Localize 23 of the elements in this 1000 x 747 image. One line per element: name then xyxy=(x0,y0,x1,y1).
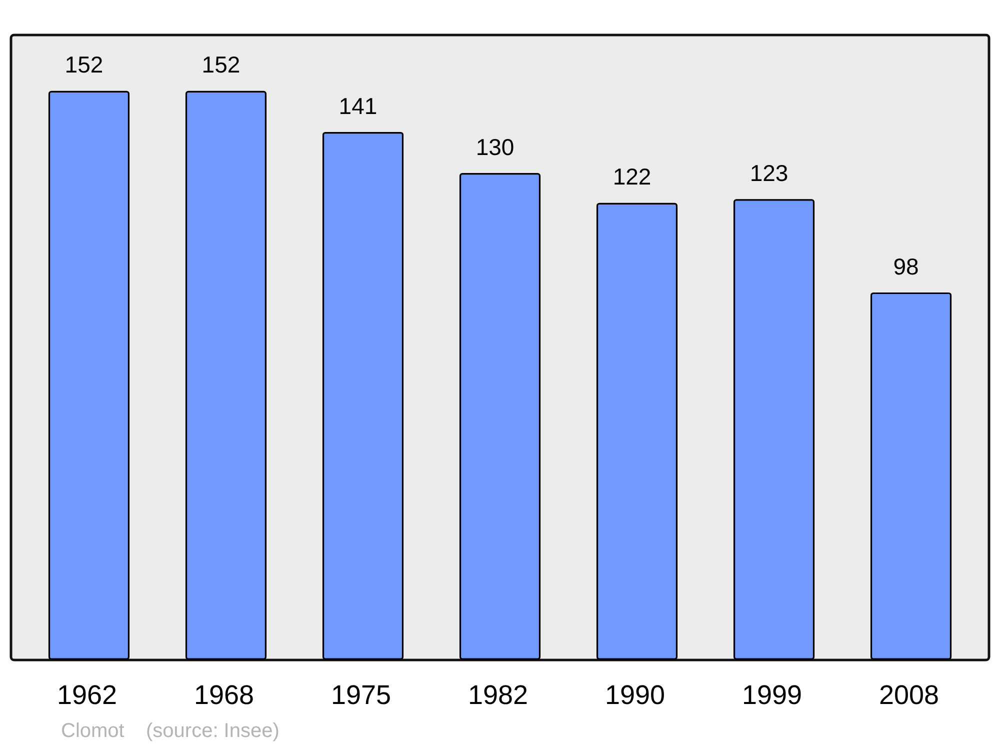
x-tick-label: 1990 xyxy=(604,680,666,710)
bar xyxy=(596,202,678,660)
bar xyxy=(322,132,404,660)
x-tick-label: 1968 xyxy=(194,680,254,710)
x-tick-label: 1962 xyxy=(56,680,118,710)
data-label: 98 xyxy=(893,253,919,280)
text: (source: Insee) xyxy=(146,720,280,742)
data-label: 152 xyxy=(202,52,240,78)
data-label: 123 xyxy=(750,160,788,186)
x-tick-label: 1975 xyxy=(330,680,392,710)
x-tick-label: 2008 xyxy=(878,680,940,710)
x-tick-label: 1999 xyxy=(742,680,802,710)
bar xyxy=(185,90,267,660)
text: Clomot xyxy=(61,720,125,742)
bar xyxy=(733,199,815,660)
bar xyxy=(459,173,541,660)
data-label: 152 xyxy=(64,52,104,78)
bar xyxy=(870,292,952,660)
data-label: 130 xyxy=(476,134,514,160)
x-tick-label: 1982 xyxy=(468,680,528,710)
bar xyxy=(48,90,130,660)
data-label: 141 xyxy=(338,92,378,119)
data-label: 122 xyxy=(612,164,652,190)
